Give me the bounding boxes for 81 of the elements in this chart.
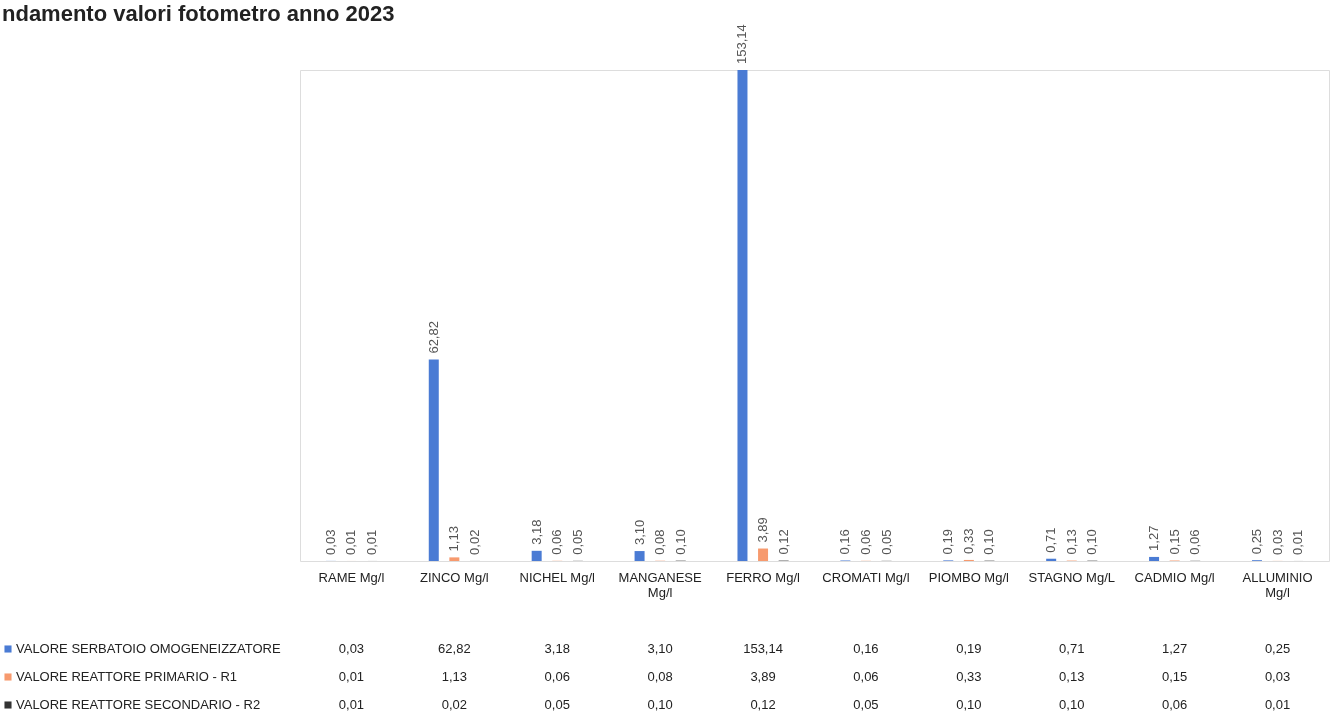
data-label: 1,27 — [1161, 641, 1188, 656]
text: 3,18 — [528, 519, 544, 545]
x-tick-label: CADMIO Mg/l — [1134, 569, 1215, 585]
text: 0,01 — [343, 529, 359, 555]
bar — [449, 557, 460, 561]
text: 0,13 — [1063, 529, 1079, 555]
text: 0,25 — [1248, 528, 1264, 555]
chart-title: ndamento valori fotometro anno 2023 — [2, 1, 395, 26]
data-label: 0,08 — [647, 669, 673, 684]
text: 0,12 — [775, 529, 791, 555]
data-label: 0,02 — [441, 697, 468, 712]
data-label: 0,15 — [1161, 669, 1188, 684]
data-label: 0,05 — [853, 697, 879, 712]
bar — [531, 550, 542, 561]
data-label: 3,10 — [647, 641, 673, 656]
data-label: 0,16 — [853, 641, 879, 656]
data-label: 0,06 — [853, 669, 879, 684]
data-label: 0,12 — [750, 697, 776, 712]
data-label: 0,13 — [1059, 669, 1085, 684]
bar — [428, 359, 439, 561]
text: 0,03 — [1269, 529, 1285, 555]
text: 0,33 — [960, 528, 976, 554]
data-label: 3,18 — [544, 641, 570, 656]
data-label: 0,19 — [956, 641, 982, 656]
data-label: 0,33 — [956, 669, 982, 684]
text: 0,10 — [1084, 529, 1100, 555]
text: 0,10 — [672, 529, 688, 555]
text: 1,13 — [446, 526, 462, 552]
data-label: 153,14 — [743, 641, 783, 656]
legend-label: VALORE REATTORE SECONDARIO - R2 — [16, 697, 261, 712]
x-tick-label: CROMATI Mg/l — [822, 569, 910, 585]
text: 0,05 — [878, 529, 894, 555]
text: 0,05 — [569, 529, 585, 555]
x-tick-label: RAME Mg/l — [318, 569, 385, 585]
bar — [737, 70, 748, 561]
x-tick-label: ALLUMINIO Mg/l — [1242, 569, 1313, 600]
bar — [634, 551, 645, 561]
text: 0,06 — [1187, 529, 1203, 555]
text: 62,82 — [425, 321, 441, 354]
text: 0,19 — [940, 529, 956, 555]
legend-label: VALORE REATTORE PRIMARIO - R1 — [16, 669, 238, 684]
text: 0,16 — [837, 529, 853, 555]
data-label: 0,01 — [1264, 697, 1291, 712]
data-label: 0,25 — [1264, 641, 1291, 656]
x-tick-label: NICHEL Mg/l — [519, 569, 596, 585]
data-label: 0,71 — [1059, 641, 1085, 656]
data-label: 1,13 — [441, 669, 468, 684]
data-label: 0,03 — [1264, 669, 1291, 684]
x-tick-label: STAGNO Mg/L — [1028, 569, 1115, 585]
bar — [1149, 556, 1160, 561]
text: 0,71 — [1043, 527, 1059, 553]
text: 0,01 — [364, 529, 380, 555]
text: 153,14 — [734, 24, 750, 64]
data-label: 0,10 — [647, 697, 673, 712]
data-label: 0,06 — [1161, 697, 1188, 712]
x-tick-label: PIOMBO Mg/l — [928, 569, 1010, 585]
text: 0,06 — [857, 529, 873, 555]
text: 0,10 — [981, 529, 997, 555]
text: 0,06 — [549, 529, 565, 555]
data-label: 0,06 — [544, 669, 570, 684]
text: 0,15 — [1166, 529, 1182, 555]
data-label: 0,05 — [544, 697, 570, 712]
data-label: 3,89 — [750, 669, 776, 684]
text: 1,27 — [1146, 525, 1162, 551]
text: 0,01 — [1290, 529, 1306, 555]
text: 0,03 — [322, 529, 338, 555]
x-tick-label: FERRO Mg/l — [726, 569, 800, 585]
x-tick-label: MANGANESE Mg/l — [618, 569, 703, 600]
text: 0,02 — [466, 529, 482, 555]
bar — [758, 548, 769, 561]
data-label: 0,03 — [338, 641, 365, 656]
data-label: 0,10 — [956, 697, 982, 712]
x-tick-label: ZINCO Mg/l — [420, 569, 489, 585]
text: 3,10 — [631, 519, 647, 546]
legend-label: VALORE SERBATOIO OMOGENEIZZATORE — [16, 641, 281, 656]
data-label: 0,10 — [1059, 697, 1085, 712]
text: 0,08 — [652, 529, 668, 555]
text: 3,89 — [755, 517, 771, 543]
data-label: 0,01 — [338, 697, 365, 712]
data-label: 0,01 — [338, 669, 365, 684]
data-label: 62,82 — [438, 641, 471, 656]
